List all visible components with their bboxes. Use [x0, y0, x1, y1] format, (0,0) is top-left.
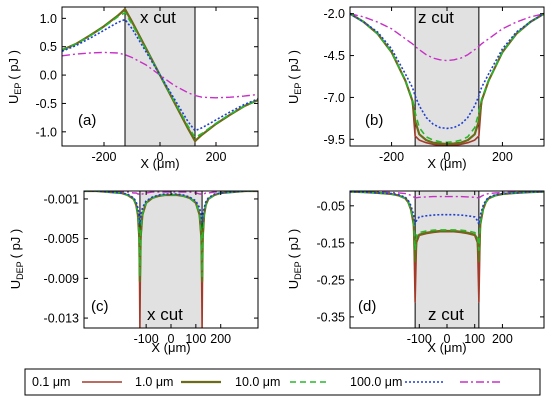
x-tick-label: 100	[464, 332, 485, 346]
y-axis-label: UDEP( pJ )	[8, 229, 25, 290]
y-axis-label: UEP( pJ )	[6, 50, 23, 104]
y-tick-label: 0.0	[40, 69, 57, 83]
x-tick-label: 200	[492, 150, 513, 164]
legend-label: 10.0 μm	[235, 375, 280, 389]
x-tick-label: -200	[379, 150, 404, 164]
series-group	[350, 191, 544, 303]
shaded-region	[415, 7, 479, 146]
series-line-3	[350, 191, 544, 226]
panel-label: (c)	[91, 298, 109, 315]
x-tick-label: 0	[168, 332, 175, 346]
legend-label: 100.0 μm	[350, 375, 402, 389]
cut-label: z cut	[428, 305, 464, 324]
series-line-4	[350, 13, 544, 62]
panel-a: -200 0 200 1.0 0.5 0.0 -0.5 -1.0 (a) x cut X (μm) U…	[6, 6, 259, 171]
x-tick-label: -100	[407, 332, 432, 346]
x-axis-label: X (μm)	[427, 156, 466, 171]
y-tick-label: -0.5	[35, 97, 57, 111]
series-line-3	[62, 18, 258, 132]
y-tick-label: -0.005	[44, 232, 79, 246]
y-tick-label: -9.5	[323, 133, 345, 147]
x-tick-label: -200	[91, 150, 116, 164]
x-tick-label: 0	[157, 150, 164, 164]
panels: -200 0 200 1.0 0.5 0.0 -0.5 -1.0 (a) x cut X (μm) U…	[6, 6, 545, 355]
legend-label: 1.0 μm	[135, 375, 173, 389]
legend-entry: 10.0 μm	[235, 375, 330, 389]
y-tick-label: -0.15	[317, 236, 346, 250]
legend-entry: 0.1 μm	[32, 375, 122, 389]
x-tick-label: -100	[134, 332, 159, 346]
series-line-3	[350, 13, 544, 130]
y-tick-label: -0.35	[317, 310, 346, 324]
y-tick-label: 0.5	[40, 40, 57, 54]
legend-entry: 100.0 μm	[350, 375, 445, 389]
y-tick-label: -4.5	[323, 49, 345, 63]
legend-entry: 1.0 μm	[135, 375, 221, 389]
x-tick-label: 200	[492, 332, 513, 346]
x-axis-label: X (μm)	[427, 340, 466, 355]
x-tick-label: 0	[444, 332, 451, 346]
series-line-4	[350, 191, 544, 199]
x-axis-label: X (μm)	[151, 340, 190, 355]
x-tick-label: 200	[210, 332, 231, 346]
y-tick-label: -1.0	[35, 125, 57, 139]
series-line-4	[84, 191, 258, 196]
series-line-4	[62, 51, 258, 99]
x-tick-label: 100	[185, 332, 206, 346]
x-axis-label: X (μm)	[140, 156, 179, 171]
y-axis-label: UEP( pJ )	[286, 50, 303, 104]
y-axis-label: UDEP( pJ )	[286, 229, 303, 290]
shaded-region	[415, 191, 479, 328]
y-tick-label: -7.0	[323, 91, 345, 105]
panel-label: (a)	[78, 112, 96, 129]
panel-b: -200 0 200 -2.0 -4.5 -7.0 -9.5 (b) z cut X (μm) UE…	[286, 6, 545, 171]
y-tick-label: 1.0	[40, 12, 57, 26]
panel-label: (d)	[358, 298, 376, 315]
panel-c: -100 0 100 200 -0.001 -0.005 -0.009 -0.013 (c) x …	[8, 190, 259, 355]
y-tick-label: -0.013	[44, 312, 79, 326]
series-group	[62, 7, 258, 143]
legend-label: 0.1 μm	[32, 375, 70, 389]
y-tick-label: -2.0	[323, 7, 345, 21]
cut-label: x cut	[140, 8, 176, 27]
cut-label: z cut	[418, 8, 454, 27]
y-tick-label: -0.001	[44, 192, 79, 206]
cut-label: x cut	[147, 305, 183, 324]
legend: 0.1 μm 1.0 μm 10.0 μm 100.0 μm	[24, 368, 541, 396]
panel-label: (b)	[365, 112, 383, 129]
x-tick-label: 200	[206, 150, 227, 164]
y-tick-label: -0.25	[317, 273, 346, 287]
y-tick-label: -0.009	[44, 272, 79, 286]
panel-d: -100 0 100 200 -0.05 -0.15 -0.25 -0.35 (d) z cut X…	[286, 190, 545, 355]
x-tick-label: 0	[444, 150, 451, 164]
shaded-region	[139, 191, 203, 328]
y-tick-label: -0.05	[317, 199, 346, 213]
